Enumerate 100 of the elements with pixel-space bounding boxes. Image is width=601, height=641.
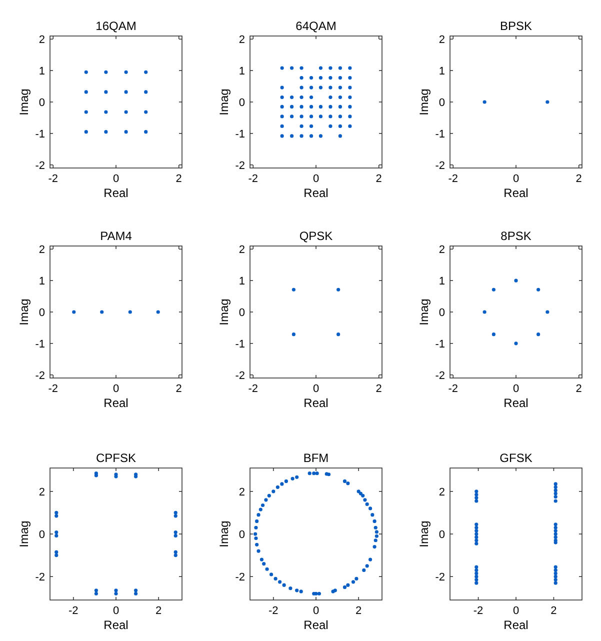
point xyxy=(134,592,138,596)
x-tick-label: 2 xyxy=(156,605,162,617)
point xyxy=(282,583,286,587)
point xyxy=(338,104,342,109)
y-tick-label: -1 xyxy=(435,338,445,350)
point xyxy=(374,538,378,542)
y-tick-label: -1 xyxy=(35,128,45,140)
point xyxy=(290,134,294,138)
point xyxy=(474,578,478,582)
y-axis-title: Imag xyxy=(417,298,431,326)
x-tick-label: 2 xyxy=(376,383,382,395)
y-tick-label: 2 xyxy=(438,34,445,46)
point xyxy=(84,90,88,94)
y-tick-label: -1 xyxy=(35,338,45,350)
point xyxy=(474,574,478,578)
point xyxy=(309,95,314,100)
x-tick-label: -2 xyxy=(473,605,484,617)
point xyxy=(144,130,148,134)
y-tick-label: 1 xyxy=(38,276,45,288)
x-tick-label: -2 xyxy=(268,605,278,617)
y-axis-title: Imag xyxy=(17,88,31,116)
point xyxy=(554,574,558,578)
point xyxy=(554,492,558,496)
chart-title: 8PSK xyxy=(500,229,532,243)
point xyxy=(328,104,332,109)
point xyxy=(348,104,352,109)
x-axis-title: Real xyxy=(304,186,328,200)
point xyxy=(348,86,352,90)
point xyxy=(474,568,478,572)
x-tick-label: 0 xyxy=(312,173,320,185)
point xyxy=(318,66,323,70)
chart-title: GFSK xyxy=(500,451,532,465)
x-tick-label: 0 xyxy=(512,383,520,395)
point xyxy=(554,485,558,489)
point xyxy=(288,586,292,590)
point xyxy=(309,114,314,118)
point xyxy=(338,114,342,118)
point xyxy=(361,494,365,498)
x-tick-label: 2 xyxy=(376,173,382,185)
point xyxy=(280,95,284,100)
point xyxy=(54,510,58,515)
y-tick-label: -1 xyxy=(235,128,245,140)
point xyxy=(474,522,478,526)
point xyxy=(280,482,284,486)
x-tick-label: 0 xyxy=(112,383,120,395)
y-tick-label: -2 xyxy=(435,160,445,172)
point xyxy=(474,538,478,542)
x-tick-label: -2 xyxy=(68,605,78,617)
y-tick-label: -2 xyxy=(35,370,45,382)
y-axis-title: Imag xyxy=(217,88,231,116)
point xyxy=(474,532,478,536)
point xyxy=(342,585,347,590)
point xyxy=(104,70,108,74)
point xyxy=(267,494,271,498)
point xyxy=(348,76,352,80)
point xyxy=(309,104,314,109)
point xyxy=(144,90,148,94)
y-tick-label: 0 xyxy=(238,97,245,109)
x-axis-title: Real xyxy=(104,396,128,410)
y-axis-title: Imag xyxy=(17,298,31,326)
point xyxy=(365,502,369,506)
x-axis-title: Real xyxy=(104,186,128,200)
point xyxy=(260,558,264,562)
point xyxy=(318,86,323,90)
point xyxy=(338,134,342,138)
point xyxy=(315,472,319,476)
x-tick-label: 0 xyxy=(312,605,320,617)
point xyxy=(554,568,558,572)
point xyxy=(554,535,558,539)
y-tick-label: 1 xyxy=(438,276,445,288)
point xyxy=(262,562,266,566)
y-axis-title: Imag xyxy=(217,520,231,548)
point xyxy=(260,503,265,508)
y-tick-label: 1 xyxy=(38,66,45,78)
x-tick-label: 0 xyxy=(512,605,520,617)
point xyxy=(300,104,304,109)
chart-title: 64QAM xyxy=(296,19,336,33)
point xyxy=(348,66,352,70)
point xyxy=(254,536,258,540)
x-axis-title: Real xyxy=(504,186,528,200)
point xyxy=(554,482,558,486)
point xyxy=(94,588,98,592)
y-tick-label: -2 xyxy=(35,572,45,584)
chart-title: BFM xyxy=(303,451,329,465)
chart-title: 16QAM xyxy=(96,19,136,33)
point xyxy=(295,588,299,592)
point xyxy=(474,581,478,585)
point xyxy=(474,565,478,569)
point xyxy=(295,475,299,479)
x-tick-label: -2 xyxy=(448,173,458,185)
point xyxy=(474,496,478,500)
point xyxy=(554,572,558,576)
y-tick-label: 1 xyxy=(238,276,245,288)
point xyxy=(104,90,108,94)
point xyxy=(368,558,372,562)
point xyxy=(290,95,294,100)
point xyxy=(372,544,376,549)
point xyxy=(174,530,178,534)
point xyxy=(368,506,372,510)
y-tick-label: -1 xyxy=(435,128,445,140)
